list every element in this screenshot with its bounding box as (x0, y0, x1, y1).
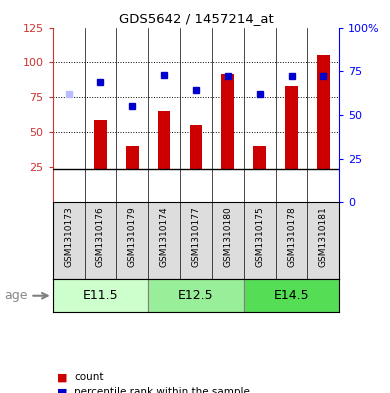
Bar (53, 279, 148, 312)
Text: age: age (4, 289, 27, 302)
Bar (222, 73, 234, 169)
Title: GDS5642 / 1457214_at: GDS5642 / 1457214_at (119, 12, 273, 25)
Bar (285, 86, 298, 169)
Text: GSM1310174: GSM1310174 (160, 206, 168, 267)
Text: E14.5: E14.5 (274, 289, 309, 302)
Bar (126, 147, 139, 169)
Bar (148, 279, 244, 312)
Text: ■: ■ (57, 372, 67, 382)
Text: ■: ■ (57, 387, 67, 393)
Text: GSM1310176: GSM1310176 (96, 206, 105, 267)
Text: E12.5: E12.5 (178, 289, 214, 302)
Text: GSM1310175: GSM1310175 (255, 206, 264, 267)
Text: GSM1310181: GSM1310181 (319, 206, 328, 267)
Bar (317, 55, 330, 169)
Bar (244, 279, 339, 312)
Text: GSM1310177: GSM1310177 (191, 206, 200, 267)
Text: GSM1310179: GSM1310179 (128, 206, 137, 267)
Text: percentile rank within the sample: percentile rank within the sample (74, 387, 250, 393)
Text: GSM1310180: GSM1310180 (223, 206, 232, 267)
Bar (190, 125, 202, 169)
Text: GSM1310173: GSM1310173 (64, 206, 73, 267)
Text: count: count (74, 372, 104, 382)
Bar (94, 120, 107, 169)
Bar (158, 112, 170, 169)
Text: GSM1310178: GSM1310178 (287, 206, 296, 267)
Text: E11.5: E11.5 (83, 289, 118, 302)
Bar (253, 147, 266, 169)
